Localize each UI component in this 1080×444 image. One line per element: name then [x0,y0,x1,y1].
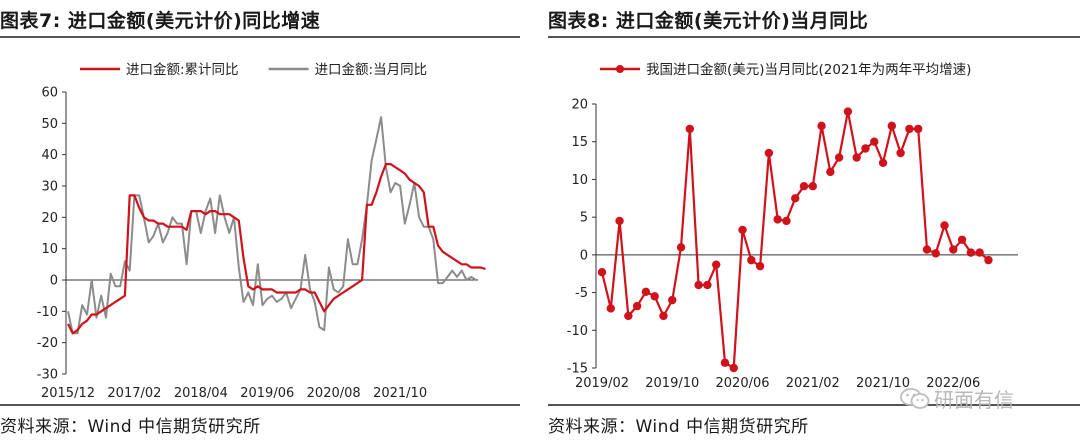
data-point [650,292,659,301]
data-point [843,107,853,116]
chart-title: 图表8: 进口金额(美元计价)当月同比 [548,10,869,32]
data-point [694,280,703,290]
data-point [755,261,765,271]
data-point [791,194,800,203]
data-point [861,144,870,153]
y-tick-label: 5 [580,211,588,226]
data-point [606,304,615,313]
x-tick-label: 2020/08 [307,386,361,401]
y-tick-label: 15 [571,135,588,150]
data-point [632,301,642,311]
x-tick-label: 2021/10 [373,386,427,401]
chart-panel-imports-monthly: 图表8: 进口金额(美元计价)当月同比 -15 -10 -5 0 5 10 15 20 2019… [548,0,1080,444]
data-point [966,248,976,257]
data-point [711,260,721,269]
legend-marker [616,65,624,73]
wechat-icon [900,387,930,410]
data-point [764,148,774,158]
data-point [984,255,993,265]
data-point [720,358,730,367]
data-point [878,158,888,168]
data-point [905,124,914,134]
data-point [676,243,686,252]
y-tick-label: 20 [41,211,58,226]
data-point [940,221,949,230]
data-point [834,153,844,162]
line-chart-imports-yoy: -30 -20 -10 0 10 20 30 40 50 60 2015/12 2017/02 2018… [37,62,486,401]
data-point [685,124,695,134]
data-point [641,287,651,297]
source-divider [548,404,1080,406]
series-line [67,163,486,335]
source-note: 资料来源：Wind 中信期货研究所 [548,417,809,437]
source-note: 资料来源：Wind 中信期货研究所 [0,417,261,437]
data-point [703,280,712,290]
data-point [817,121,826,131]
x-tick-label: 2020/06 [716,376,770,391]
y-tick-label: 10 [41,242,58,257]
y-tick-label: -5 [575,286,588,301]
x-tick-label: 2021/10 [856,376,910,391]
watermark: 研面有信 [900,384,1014,413]
data-point [870,137,879,146]
legend-label: 进口金额:累计同比 [126,62,239,78]
data-point [808,182,817,191]
data-point [826,167,835,177]
legend-label: 进口金额:当月同比 [315,62,428,78]
series-line [67,116,477,335]
data-point [896,148,905,158]
data-point [773,215,782,224]
data-point [729,363,738,373]
source-divider [0,404,520,406]
data-point [931,249,940,258]
data-point [597,268,607,277]
x-tick-label: 2018/04 [174,386,228,401]
y-tick-label: -10 [567,324,588,339]
data-point [738,225,747,235]
data-point [747,255,756,265]
data-point [668,295,677,305]
x-tick-label: 2019/02 [575,376,629,391]
watermark-text: 研面有信 [934,388,1014,412]
data-point [957,235,967,244]
series-line [600,110,990,370]
x-tick-label: 2015/12 [41,386,95,401]
data-point [922,245,932,254]
y-tick-label: 0 [50,274,58,289]
chart-title: 图表7: 进口金额(美元计价)同比增速 [0,10,321,32]
x-tick-label: 2021/02 [786,376,840,391]
y-tick-label: 40 [41,148,58,163]
data-point [659,311,668,321]
y-tick-label: 10 [571,173,588,188]
y-tick-label: -15 [567,362,588,377]
data-point [799,182,809,191]
y-tick-label: 30 [41,180,58,195]
y-tick-label: -10 [37,305,58,320]
data-point [913,124,923,134]
y-tick-label: 20 [571,98,588,113]
data-point [782,216,791,226]
title-divider [0,36,520,38]
y-tick-label: -30 [37,368,58,383]
line-chart-imports-monthly-yoy: -15 -10 -5 0 5 10 15 20 2019/02 2019/10 2020/06 202… [567,62,1018,391]
legend-label: 我国进口金额(美元)当月同比(2021年为两年平均增速) [646,62,971,78]
data-point [949,245,958,254]
x-tick-label: 2019/06 [240,386,294,401]
x-tick-label: 2019/10 [645,376,699,391]
data-point [852,153,861,162]
x-tick-label: 2022/06 [926,376,980,391]
data-point [975,248,984,257]
y-tick-label: 60 [41,86,58,101]
x-tick-label: 2017/02 [107,386,161,401]
data-point [624,311,633,321]
data-point [615,216,624,226]
y-tick-label: 50 [41,117,58,132]
data-point [887,121,897,131]
title-divider [548,36,1080,38]
y-tick-label: 0 [580,248,588,263]
y-tick-label: -20 [37,336,58,351]
chart-panel-imports-cumulative: 图表7: 进口金额(美元计价)同比增速 -30 -20 -10 0 10 20 30 40 50… [0,0,520,444]
